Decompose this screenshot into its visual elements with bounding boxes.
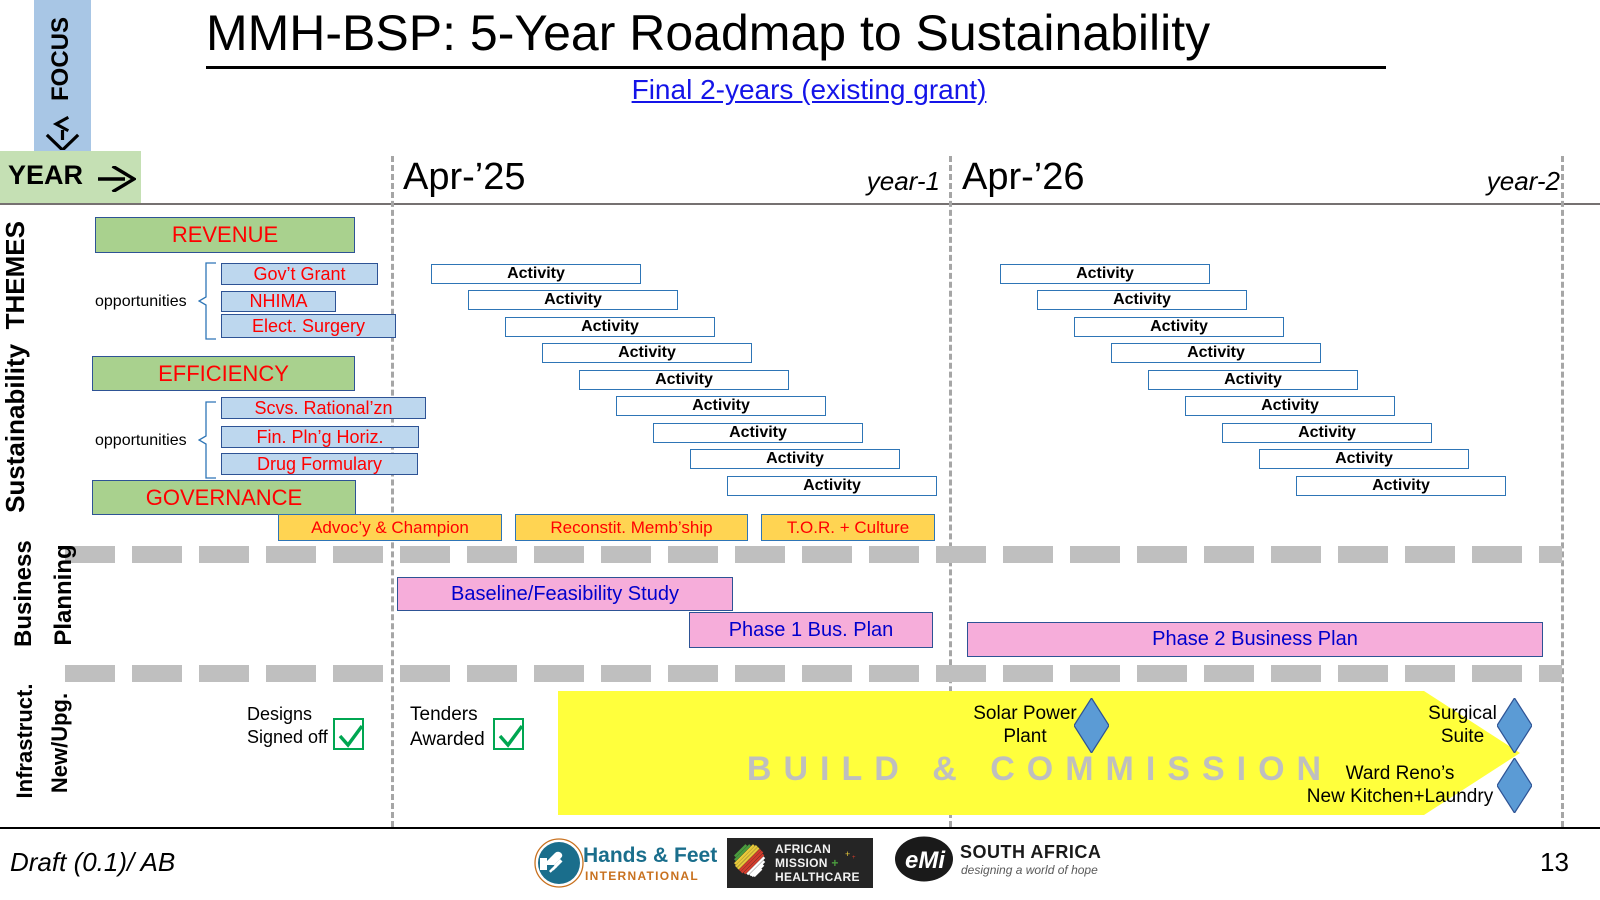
svg-text:BUILD & COMMISSION: BUILD & COMMISSION — [747, 750, 1333, 788]
svg-text:eMi: eMi — [905, 847, 946, 874]
